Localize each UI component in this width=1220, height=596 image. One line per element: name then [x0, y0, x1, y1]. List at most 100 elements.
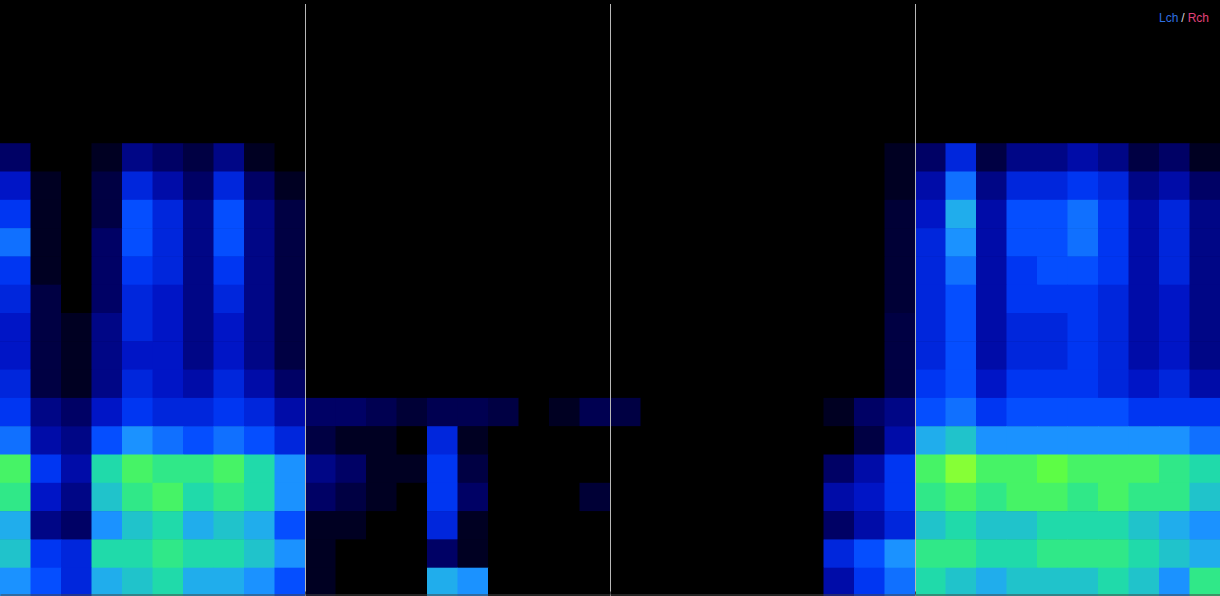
cell: [671, 511, 702, 540]
cell: [31, 30, 62, 59]
cell: [519, 568, 550, 596]
cell: [122, 143, 153, 172]
cell: [641, 256, 672, 285]
cell: [488, 200, 519, 229]
cell: [549, 200, 580, 229]
cell: [946, 200, 977, 229]
cell: [1037, 398, 1068, 427]
cell: [31, 115, 62, 144]
cell: [427, 172, 458, 201]
cell: [854, 285, 885, 314]
cell: [336, 539, 367, 568]
cell: [275, 568, 306, 596]
cell: [244, 426, 275, 455]
cell: [92, 568, 123, 596]
cell: [824, 483, 855, 512]
cell: [641, 228, 672, 257]
cell: [153, 200, 184, 229]
cell: [427, 228, 458, 257]
cell: [549, 143, 580, 172]
cell: [305, 115, 336, 144]
cell: [915, 313, 946, 342]
cell: [854, 30, 885, 59]
annotation: Rch: [1188, 11, 1209, 25]
cell: [1129, 568, 1160, 596]
cell: [824, 172, 855, 201]
cell: [153, 341, 184, 370]
cell: [885, 539, 916, 568]
cell: [1068, 483, 1099, 512]
cell: [1129, 341, 1160, 370]
cell: [397, 426, 428, 455]
cell: [1159, 398, 1190, 427]
cell: [854, 143, 885, 172]
cell: [92, 228, 123, 257]
cell: [976, 455, 1007, 484]
cell: [31, 511, 62, 540]
cell: [580, 143, 611, 172]
cell: [305, 398, 336, 427]
cell: [854, 58, 885, 87]
cell: [671, 341, 702, 370]
cell: [702, 539, 733, 568]
cell: [122, 398, 153, 427]
cell: [671, 455, 702, 484]
cell: [397, 341, 428, 370]
cell: [1129, 370, 1160, 399]
cell: [580, 511, 611, 540]
cell: [1007, 87, 1038, 116]
cell: [763, 539, 794, 568]
cell: [366, 398, 397, 427]
cell: [885, 143, 916, 172]
cell: [1159, 341, 1190, 370]
cell: [1129, 115, 1160, 144]
cell: [1007, 30, 1038, 59]
cell: [214, 58, 245, 87]
cell: [1068, 341, 1099, 370]
cell: [946, 313, 977, 342]
x-tick-mark: [610, 592, 611, 595]
cell: [1159, 200, 1190, 229]
cell: [305, 426, 336, 455]
cell: [244, 483, 275, 512]
cell: [793, 568, 824, 596]
cell: [122, 87, 153, 116]
cell: [397, 398, 428, 427]
cell: [244, 511, 275, 540]
cell: [336, 568, 367, 596]
cell: [763, 30, 794, 59]
cell: [488, 341, 519, 370]
cell: [671, 398, 702, 427]
cell: [915, 172, 946, 201]
cell: [946, 87, 977, 116]
cell: [824, 285, 855, 314]
cell: [732, 313, 763, 342]
cell: [915, 115, 946, 144]
cell: [336, 30, 367, 59]
cell: [122, 539, 153, 568]
cell: [1098, 228, 1129, 257]
cell: [366, 256, 397, 285]
cell: [519, 115, 550, 144]
cell: [31, 200, 62, 229]
cell: [732, 285, 763, 314]
cell: [183, 228, 214, 257]
cell: [1190, 370, 1220, 399]
cell: [366, 58, 397, 87]
cell: [915, 228, 946, 257]
cell: [0, 58, 31, 87]
cell: [488, 426, 519, 455]
cell: [702, 285, 733, 314]
cell: [427, 256, 458, 285]
cell: [549, 455, 580, 484]
cell: [397, 115, 428, 144]
cell: [549, 398, 580, 427]
cell: [946, 228, 977, 257]
cell: [1098, 58, 1129, 87]
cell: [519, 426, 550, 455]
cell: [427, 370, 458, 399]
cell: [275, 483, 306, 512]
cell: [763, 285, 794, 314]
cell: [366, 143, 397, 172]
cell: [244, 568, 275, 596]
